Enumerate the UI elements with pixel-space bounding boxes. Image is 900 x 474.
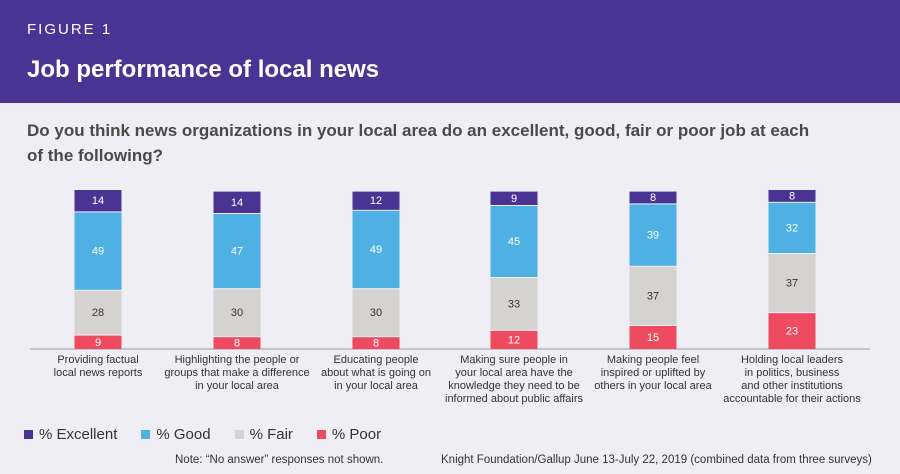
data-label-fair: 30	[231, 307, 243, 319]
category-label: Educating people about what is going on in…	[321, 354, 431, 392]
data-label-poor: 12	[508, 334, 520, 346]
data-label-poor: 8	[373, 338, 379, 350]
header-banner: FIGURE 1 Job performance of local news	[0, 0, 900, 103]
data-label-excellent: 9	[511, 193, 517, 205]
category-label-line: about what is going on	[321, 367, 431, 379]
data-label-good: 49	[370, 244, 382, 256]
bar-segment-good	[74, 212, 122, 290]
bar-segment-good	[490, 206, 538, 277]
source-credit: Knight Foundation/Gallup June 13-July 22…	[441, 454, 872, 466]
chart-title: Job performance of local news	[27, 56, 380, 83]
bar-segment-fair	[352, 289, 400, 337]
data-label-excellent: 12	[370, 195, 382, 207]
category-label-line: groups that make a difference	[164, 367, 309, 379]
category-label-line: knowledge they need to be	[448, 380, 580, 392]
legend-item-excellent: % Excellent	[24, 426, 117, 443]
data-label-fair: 37	[647, 290, 659, 302]
category-label-line: Holding local leaders	[741, 354, 844, 366]
category-label: Providing factual local news reports	[54, 354, 143, 379]
legend-label-poor: % Poor	[331, 426, 382, 443]
category-label-line: Highlighting the people or	[175, 354, 300, 366]
bar-segment-excellent	[629, 191, 677, 204]
bar-segment-fair	[629, 266, 677, 325]
bar-segment-poor	[768, 313, 816, 349]
data-label-excellent: 8	[650, 192, 656, 204]
legend-label-good: % Good	[156, 426, 211, 443]
data-label-poor: 23	[786, 326, 798, 338]
figure-label: FIGURE 1	[27, 21, 113, 38]
data-label-fair: 33	[508, 298, 520, 310]
bar-segment-poor	[213, 337, 261, 349]
category-label-line: informed about public affairs	[445, 393, 583, 405]
category-label-line: Making people feel	[607, 354, 699, 366]
legend-swatch-fair	[234, 430, 244, 439]
bar-segment-excellent	[768, 190, 816, 202]
data-label-excellent: 8	[789, 190, 795, 202]
data-label-fair: 30	[370, 307, 382, 319]
data-label-good: 45	[508, 236, 520, 248]
bar-segment-fair	[213, 289, 261, 337]
category-label-line: others in your local area	[594, 380, 712, 392]
category-label-line: Providing factual	[57, 354, 138, 366]
bar-segment-poor	[74, 335, 122, 349]
bar-segment-excellent	[213, 191, 261, 213]
data-label-poor: 15	[647, 332, 659, 344]
bar-segment-good	[768, 202, 816, 253]
bar-segment-excellent	[74, 190, 122, 212]
data-label-fair: 28	[92, 307, 104, 319]
bar-segment-poor	[490, 330, 538, 349]
chart-subtitle-question: Do you think news organizations in your …	[27, 121, 810, 165]
category-label-line: accountable for their actions	[723, 393, 861, 405]
bar-segment-excellent	[352, 191, 400, 210]
legend-item-poor: % Poor	[316, 426, 382, 443]
data-label-excellent: 14	[231, 197, 243, 209]
category-label: Making sure people in your local area hav…	[445, 354, 583, 405]
data-label-poor: 9	[95, 337, 101, 349]
category-label: Highlighting the people or groups that ma…	[164, 354, 309, 392]
data-label-good: 39	[647, 230, 659, 242]
category-label-line: inspired or uplifted by	[601, 367, 706, 379]
legend-label-fair: % Fair	[249, 426, 293, 443]
data-label-good: 32	[786, 222, 798, 234]
data-label-fair: 37	[786, 278, 798, 290]
category-label-line: in politics, business	[745, 367, 840, 379]
category-label: Holding local leaders in politics, busine…	[723, 354, 861, 405]
category-label-line: and other institutions	[741, 380, 843, 392]
legend: % Excellent % Good % Fair % Poor	[24, 426, 405, 443]
bar-segment-poor	[352, 337, 400, 349]
category-label-line: local news reports	[54, 367, 143, 379]
data-label-excellent: 14	[92, 195, 104, 207]
bar-segment-fair	[74, 290, 122, 335]
data-label-good: 49	[92, 246, 104, 258]
category-label-line: your local area have the	[455, 367, 572, 379]
bar-segment-good	[213, 214, 261, 289]
bar-segment-fair	[768, 254, 816, 313]
data-label-poor: 8	[234, 338, 240, 350]
category-label-line: Making sure people in	[460, 354, 568, 366]
bar-segment-poor	[629, 326, 677, 349]
bar-segment-fair	[490, 278, 538, 330]
category-label-line: Educating people	[333, 354, 418, 366]
category-label-line: in your local area	[195, 380, 280, 392]
legend-label-excellent: % Excellent	[39, 426, 118, 443]
category-label: Making people feel inspired or uplifted b…	[594, 354, 712, 392]
footnote: Note: “No answer” responses not shown.	[175, 454, 384, 466]
legend-swatch-good	[141, 430, 151, 439]
legend-item-fair: % Fair	[234, 426, 293, 443]
bar-segment-excellent	[490, 191, 538, 205]
category-label-line: in your local area	[334, 380, 419, 392]
legend-item-good: % Good	[141, 426, 211, 443]
legend-swatch-poor	[316, 430, 326, 439]
legend-swatch-excellent	[24, 430, 33, 439]
bar-segment-good	[352, 210, 400, 289]
data-label-good: 47	[231, 246, 243, 258]
bar-segment-good	[629, 204, 677, 266]
stacked-bar-chart: 9 28 49 14 Providing factual local news repor…	[30, 190, 870, 405]
